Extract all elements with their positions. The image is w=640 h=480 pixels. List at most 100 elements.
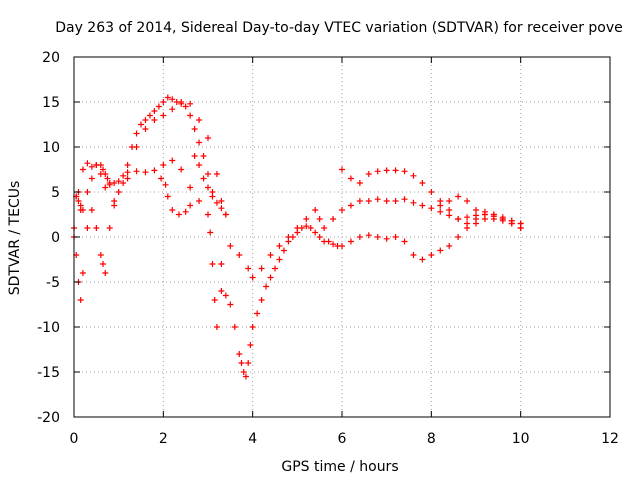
data-point bbox=[77, 297, 84, 303]
series-track-e bbox=[160, 157, 220, 330]
y-tick-label: -15 bbox=[37, 365, 60, 381]
data-point bbox=[401, 168, 408, 175]
data-point bbox=[106, 225, 113, 231]
data-point bbox=[187, 202, 194, 209]
data-point bbox=[240, 369, 247, 375]
data-point bbox=[473, 216, 479, 222]
data-point bbox=[517, 225, 524, 231]
data-point bbox=[267, 252, 274, 258]
data-point bbox=[272, 265, 278, 272]
data-point bbox=[175, 211, 182, 218]
data-point bbox=[88, 163, 95, 170]
data-point bbox=[200, 175, 207, 182]
data-point bbox=[227, 243, 234, 249]
data-point bbox=[267, 274, 274, 281]
data-point bbox=[280, 247, 287, 254]
data-point bbox=[164, 94, 171, 101]
data-point bbox=[138, 121, 144, 128]
data-point bbox=[115, 178, 122, 185]
data-point bbox=[191, 126, 198, 132]
x-tick-label: 4 bbox=[248, 431, 257, 447]
series-track-i bbox=[437, 193, 524, 231]
data-point bbox=[383, 198, 390, 204]
data-point bbox=[276, 256, 283, 263]
data-point bbox=[263, 283, 270, 290]
data-point bbox=[446, 198, 453, 204]
data-point bbox=[303, 216, 310, 222]
data-point bbox=[392, 198, 399, 204]
data-point bbox=[162, 181, 169, 188]
data-point bbox=[205, 135, 211, 141]
data-point bbox=[419, 202, 426, 209]
data-point bbox=[312, 229, 319, 236]
data-point bbox=[455, 193, 462, 200]
data-point bbox=[231, 324, 238, 330]
data-point bbox=[102, 270, 109, 276]
data-point bbox=[316, 216, 323, 222]
data-point bbox=[356, 180, 363, 186]
data-point bbox=[236, 351, 243, 357]
plot-area bbox=[71, 94, 524, 380]
data-point bbox=[419, 180, 426, 186]
x-tick-label: 0 bbox=[70, 431, 79, 447]
data-point bbox=[473, 207, 479, 213]
x-tick-labels: 0 2 4 6 8 10 12 bbox=[70, 431, 619, 447]
data-point bbox=[410, 199, 417, 206]
data-point bbox=[339, 166, 345, 173]
data-point bbox=[464, 220, 471, 227]
data-point bbox=[222, 211, 229, 218]
data-point bbox=[236, 252, 243, 258]
data-point bbox=[356, 234, 363, 240]
data-point bbox=[213, 199, 220, 206]
data-point bbox=[142, 117, 149, 123]
data-point bbox=[242, 373, 249, 380]
data-point bbox=[347, 238, 354, 245]
data-point bbox=[191, 153, 198, 159]
data-point bbox=[169, 106, 176, 113]
data-point bbox=[160, 162, 167, 168]
data-point bbox=[330, 241, 337, 248]
data-point bbox=[102, 184, 109, 191]
data-point bbox=[410, 252, 417, 258]
series-track-c bbox=[71, 202, 118, 303]
data-point bbox=[428, 189, 435, 195]
data-point bbox=[455, 234, 462, 240]
data-point bbox=[182, 103, 189, 110]
data-point bbox=[294, 225, 301, 231]
data-point bbox=[218, 261, 225, 267]
x-tick-label: 2 bbox=[159, 431, 168, 447]
data-point bbox=[437, 208, 444, 215]
y-tick-label: 5 bbox=[51, 185, 60, 201]
data-point bbox=[169, 96, 176, 103]
data-point bbox=[182, 208, 189, 215]
data-point bbox=[115, 189, 122, 195]
x-tick-label: 12 bbox=[601, 431, 619, 447]
y-tick-label: -20 bbox=[37, 410, 60, 426]
y-tick-label: 20 bbox=[42, 50, 60, 66]
data-point bbox=[213, 171, 220, 177]
data-point bbox=[428, 205, 435, 212]
data-point bbox=[196, 117, 203, 123]
data-point bbox=[100, 166, 107, 173]
data-point bbox=[209, 261, 216, 267]
data-point bbox=[205, 184, 211, 191]
data-point bbox=[187, 100, 194, 107]
data-point bbox=[79, 166, 86, 173]
data-point bbox=[428, 252, 435, 258]
data-point bbox=[205, 171, 211, 177]
data-point bbox=[401, 196, 408, 203]
data-point bbox=[383, 235, 390, 242]
data-point bbox=[93, 225, 100, 231]
data-point bbox=[410, 172, 417, 179]
data-point bbox=[106, 180, 113, 186]
data-point bbox=[146, 112, 153, 119]
y-tick-label: 15 bbox=[42, 95, 60, 111]
data-point bbox=[97, 162, 104, 168]
data-point bbox=[303, 223, 310, 230]
data-point bbox=[218, 288, 225, 294]
data-point bbox=[249, 274, 256, 281]
data-point bbox=[247, 342, 254, 348]
data-point bbox=[365, 232, 372, 239]
data-point bbox=[245, 360, 252, 366]
